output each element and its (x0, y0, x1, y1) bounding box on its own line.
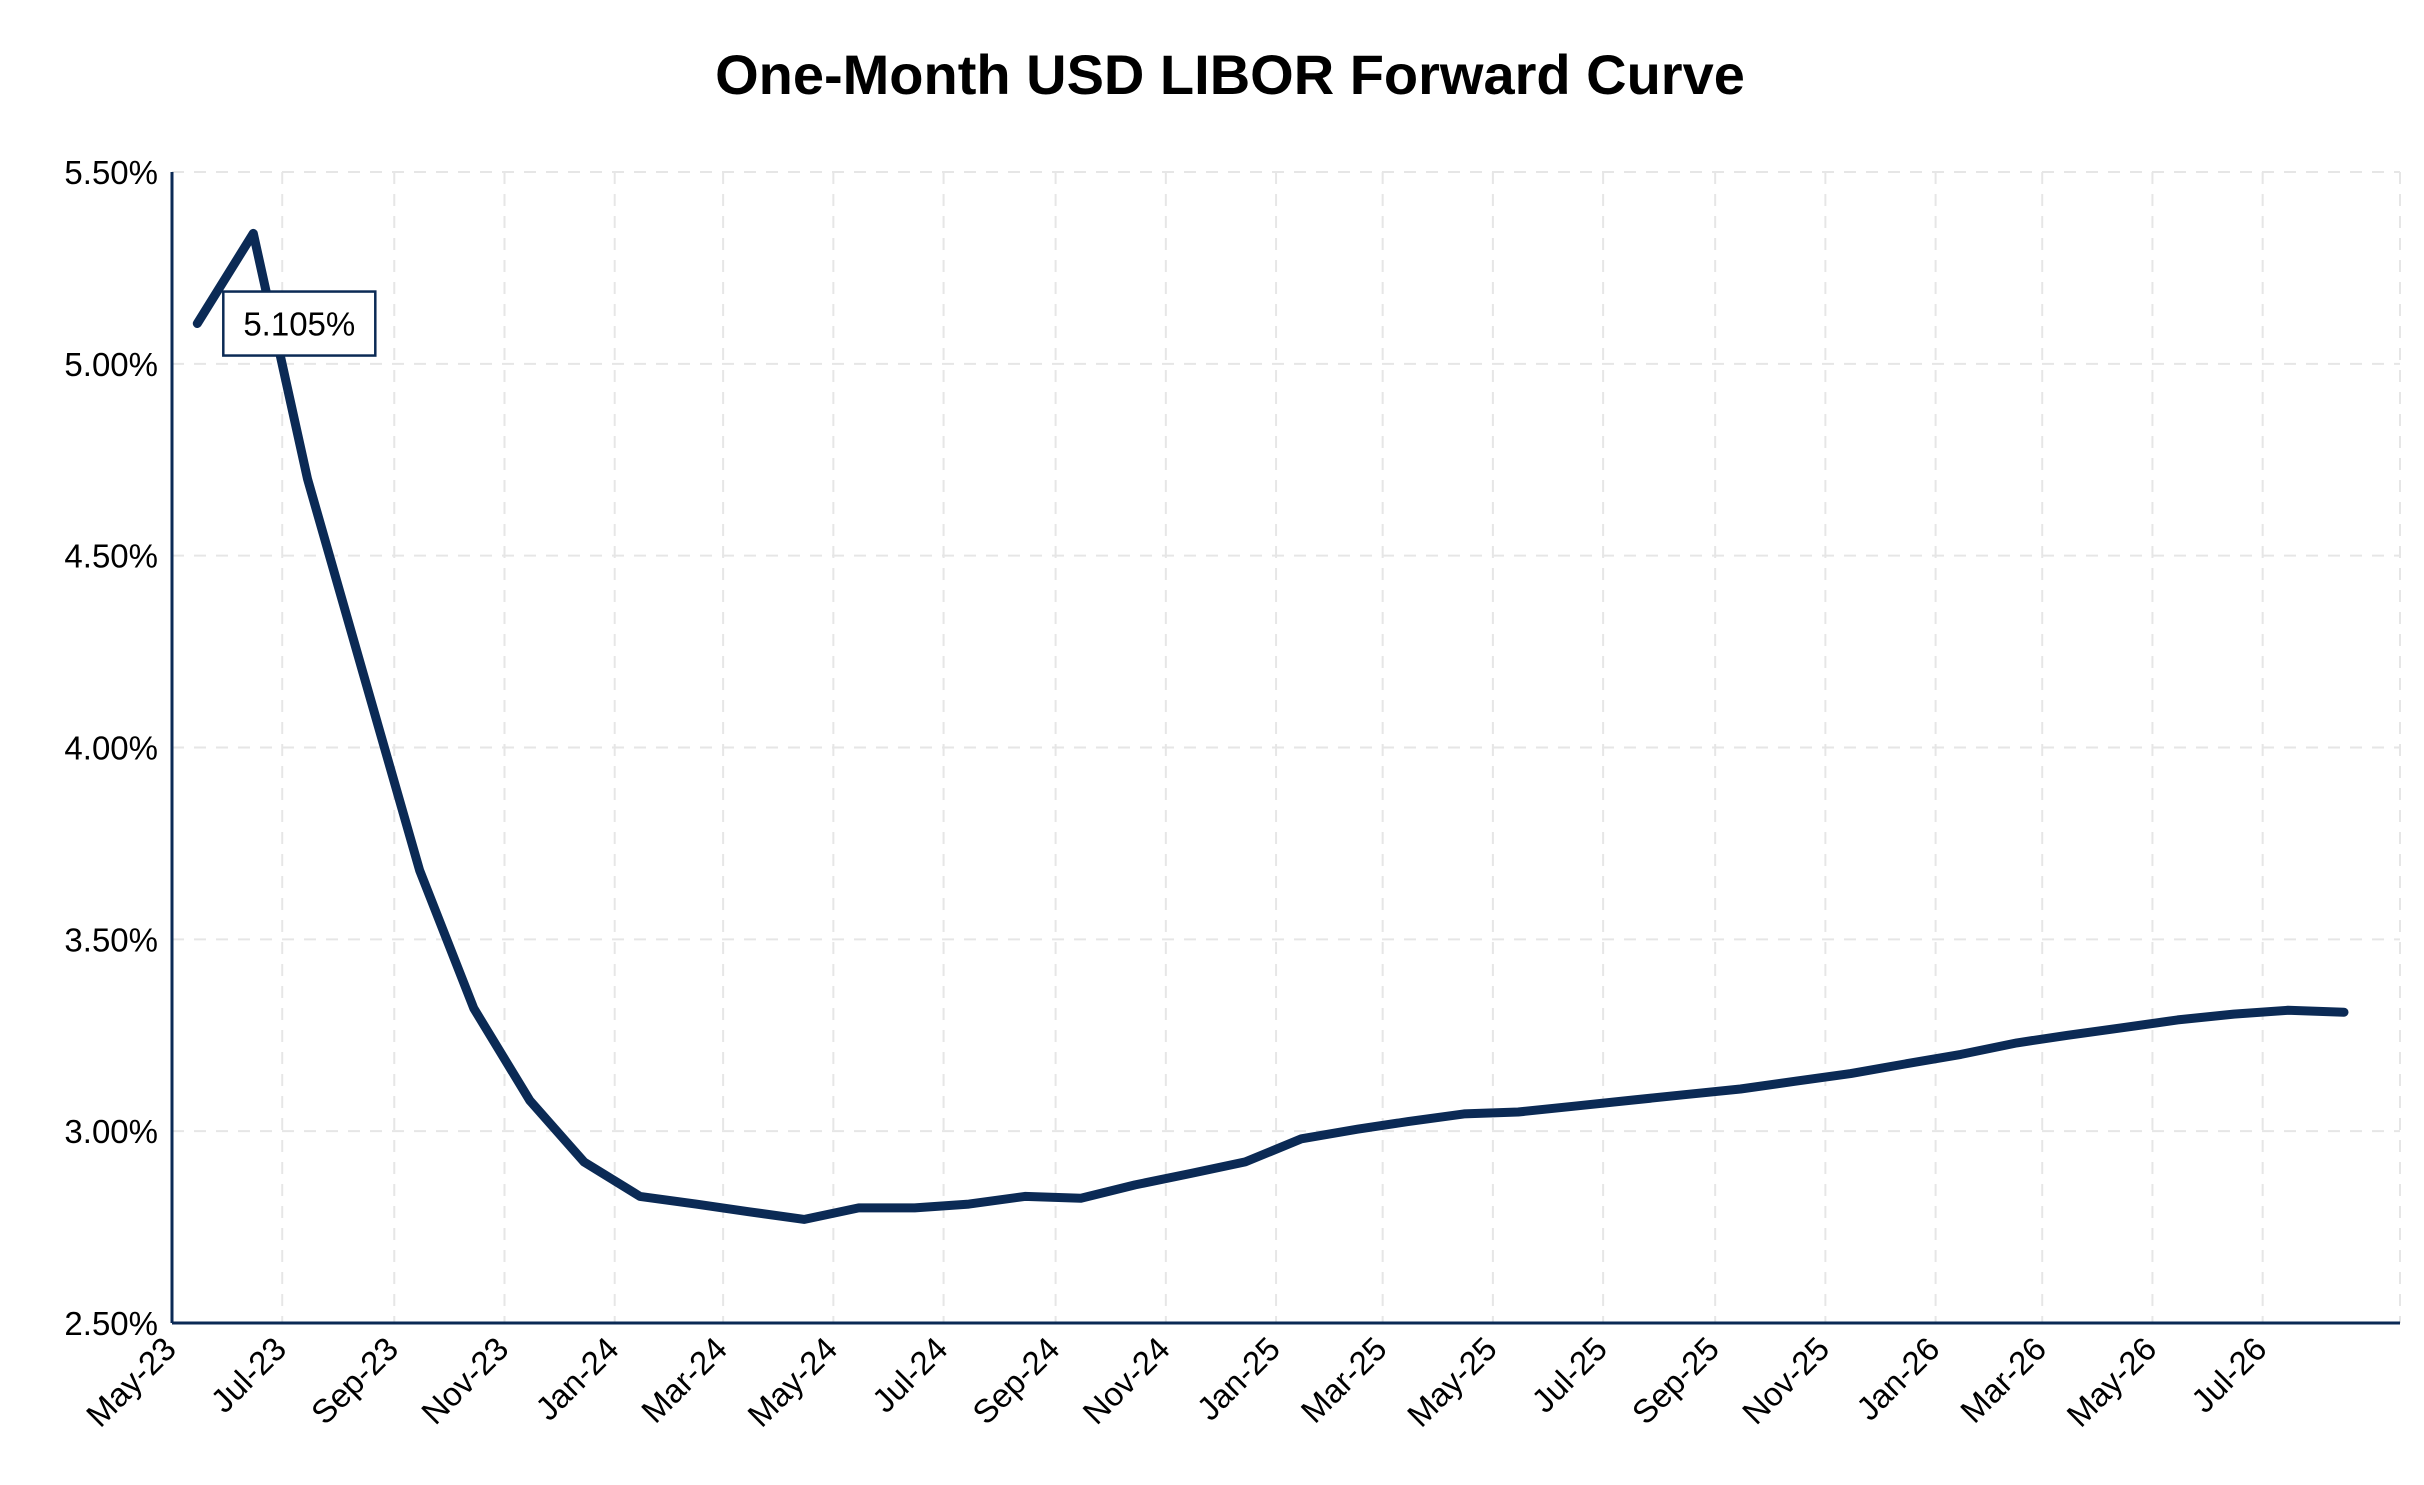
data-label: 5.105% (243, 306, 355, 343)
series (192, 228, 2349, 1224)
x-tick-label: Nov-24 (1075, 1330, 1176, 1431)
series-line (192, 228, 2349, 1224)
x-tick-label: Sep-24 (965, 1330, 1066, 1431)
y-tick-label: 5.00% (64, 346, 158, 383)
x-tick-label: Jul-25 (1524, 1330, 1614, 1420)
x-axis-ticks: May-23 Jul-23 Sep-23 Nov-23 Jan-24 Mar-24 May-… (79, 1330, 2274, 1434)
y-tick-label: 4.00% (64, 730, 158, 767)
x-tick-label: Jan-25 (1189, 1330, 1287, 1428)
x-tick-label: May-25 (1400, 1330, 1504, 1434)
y-axis-ticks: 2.50% 3.00% 3.50% 4.00% 4.50% 5.00% 5.50% (64, 154, 158, 1342)
y-tick-label: 3.00% (64, 1113, 158, 1150)
x-tick-label: Jul-26 (2184, 1330, 2274, 1420)
x-tick-label: Jul-24 (865, 1330, 955, 1420)
data-labels: 5.105% (222, 290, 377, 357)
x-tick-label: Jan-24 (528, 1330, 626, 1428)
chart-title: One-Month USD LIBOR Forward Curve (715, 43, 1745, 106)
x-tick-label: May-23 (79, 1330, 183, 1434)
x-tick-label: May-26 (2059, 1330, 2163, 1434)
x-tick-label: Mar-25 (1294, 1330, 1394, 1430)
x-tick-label: May-24 (740, 1330, 844, 1434)
x-tick-label: Jul-23 (203, 1330, 293, 1420)
y-tick-label: 3.50% (64, 921, 158, 958)
y-tick-label: 5.50% (64, 154, 158, 191)
x-tick-label: Sep-23 (304, 1330, 405, 1431)
x-tick-label: Mar-24 (634, 1330, 734, 1430)
x-tick-label: Mar-26 (1953, 1330, 2053, 1430)
axes (170, 172, 2400, 1325)
x-tick-label: Jan-26 (1849, 1330, 1947, 1428)
grid (172, 171, 2401, 1323)
y-tick-label: 2.50% (64, 1305, 158, 1342)
y-tick-label: 4.50% (64, 538, 158, 575)
data-label-box (222, 290, 377, 357)
x-tick-label: Nov-25 (1735, 1330, 1836, 1431)
x-tick-label: Sep-25 (1625, 1330, 1726, 1431)
x-tick-label: Nov-23 (414, 1330, 515, 1431)
